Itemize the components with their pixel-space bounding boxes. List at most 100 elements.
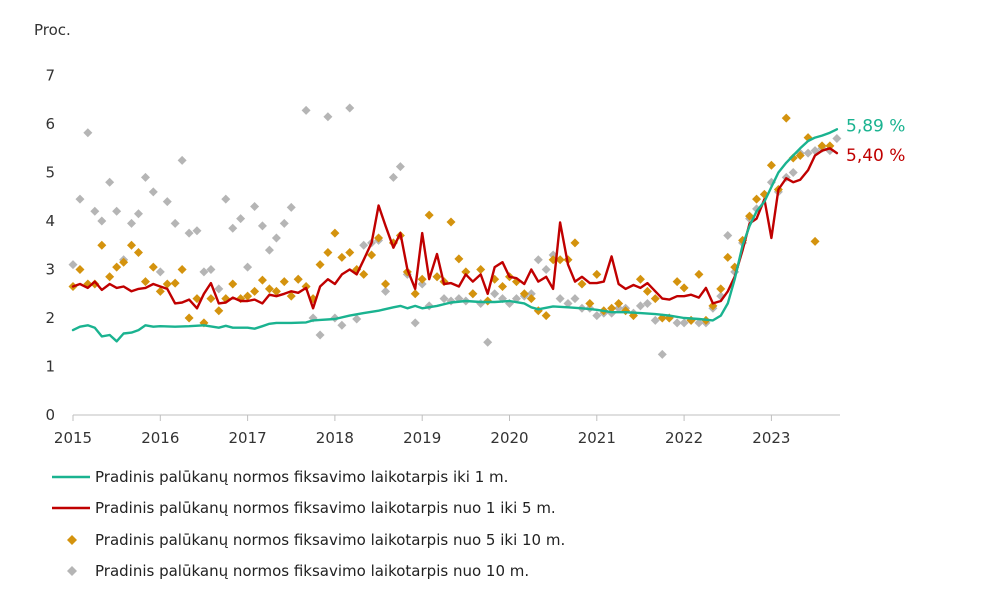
data-point [642, 286, 652, 296]
x-axis-ticks: 2015 2016 2017 2018 2019 2020 2021 2022 2023 [54, 429, 791, 447]
data-point [752, 194, 762, 204]
data-point [795, 151, 805, 161]
data-point [271, 286, 281, 296]
legend-label: Pradinis palūkanų normos fiksavimo laiko… [95, 468, 508, 486]
data-point [432, 272, 442, 282]
x-tick-label: 2015 [54, 429, 92, 447]
data-point [155, 267, 165, 277]
data-point [199, 267, 209, 277]
data-point [519, 289, 529, 299]
data-point [803, 148, 813, 158]
data-point [657, 349, 667, 359]
data-point [454, 254, 464, 264]
y-tick-label: 0 [45, 406, 55, 424]
end-value-label: 5,89 % [846, 116, 905, 136]
data-point [832, 134, 842, 144]
data-point [184, 313, 194, 323]
series-layer [68, 103, 842, 359]
data-point [635, 301, 645, 311]
data-point [75, 265, 85, 274]
y-tick-label: 1 [45, 358, 55, 376]
data-point [679, 283, 689, 293]
data-point [323, 248, 333, 258]
data-point [140, 172, 150, 182]
end-labels: 5,89 % 5,40 % [846, 116, 905, 166]
x-tick-label: 2016 [141, 429, 179, 447]
data-point [155, 286, 165, 296]
x-tick-label: 2018 [316, 429, 354, 447]
data-point [577, 279, 587, 289]
data-point [148, 262, 158, 272]
data-point [533, 255, 543, 265]
data-point [781, 113, 791, 123]
data-point [330, 228, 340, 238]
data-point [257, 221, 267, 231]
data-point [337, 320, 347, 330]
data-point [555, 255, 565, 265]
data-point [642, 298, 652, 308]
data-point [446, 217, 456, 227]
data-point [585, 298, 595, 308]
data-point [75, 194, 85, 204]
data-point [723, 231, 733, 241]
data-point [105, 177, 115, 187]
data-point [490, 289, 500, 299]
data-point [417, 279, 427, 289]
data-point [555, 294, 565, 304]
data-point [548, 250, 558, 260]
series-line-0 [71, 128, 839, 343]
data-point [90, 279, 100, 289]
data-point [286, 202, 296, 212]
data-point [337, 252, 347, 262]
data-point [381, 286, 391, 296]
data-point [206, 294, 216, 304]
x-tick-label: 2017 [229, 429, 267, 447]
x-tick-label: 2020 [490, 429, 528, 447]
data-point [374, 233, 384, 243]
data-point [140, 277, 150, 287]
data-point [614, 298, 624, 308]
data-point [745, 211, 755, 221]
data-point [286, 291, 296, 301]
data-point [439, 294, 449, 304]
data-point [570, 238, 580, 248]
data-point [476, 298, 486, 308]
data-point [716, 284, 726, 294]
data-point [221, 194, 231, 204]
data-point [83, 128, 93, 138]
data-point [395, 162, 405, 172]
data-point [162, 279, 172, 289]
data-point [367, 250, 377, 260]
data-point [359, 240, 369, 250]
data-point [97, 240, 107, 250]
data-point [359, 269, 369, 279]
data-point [119, 257, 129, 267]
data-point [592, 311, 602, 321]
data-point [345, 103, 355, 113]
data-point [177, 155, 187, 165]
data-point [184, 228, 194, 238]
data-point [788, 168, 798, 177]
data-point [410, 289, 420, 299]
data-point [468, 289, 478, 299]
data-point [68, 260, 78, 270]
data-point [112, 262, 122, 272]
data-point [250, 286, 260, 296]
data-point [788, 153, 798, 163]
data-point [279, 277, 289, 287]
data-point [388, 172, 398, 182]
data-point [279, 218, 289, 228]
data-point [672, 277, 682, 287]
data-point [243, 291, 253, 301]
data-point [483, 337, 493, 347]
x-tick-label: 2023 [752, 429, 790, 447]
legend-swatch [67, 535, 77, 545]
data-point [214, 306, 224, 316]
x-axis-tick-marks [72, 415, 772, 421]
x-tick-label: 2019 [403, 429, 441, 447]
data-point [526, 289, 536, 299]
data-point [526, 294, 536, 304]
series-scatter-3 [68, 103, 842, 359]
data-point [112, 206, 122, 216]
